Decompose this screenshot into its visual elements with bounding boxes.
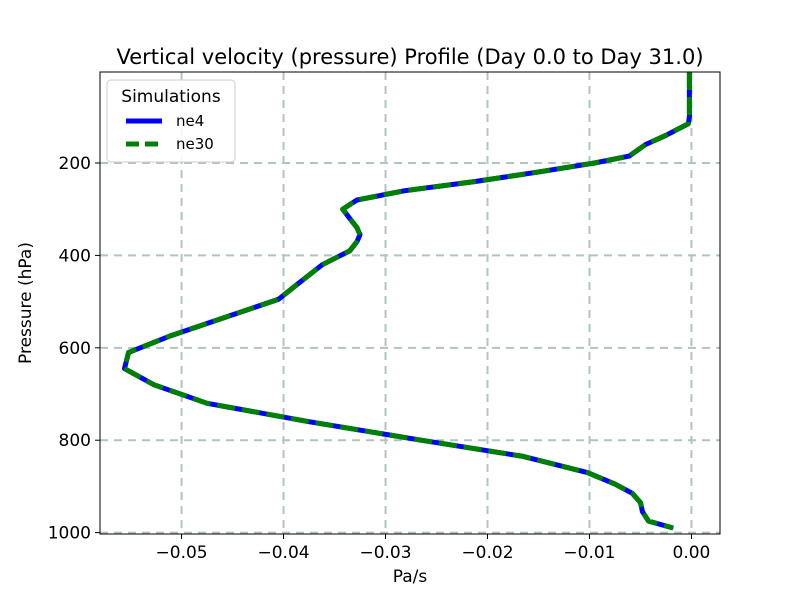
- data-point-ne30: [127, 351, 130, 354]
- data-point-ne30: [586, 471, 589, 474]
- chart-title: Vertical velocity (pressure) Profile (Da…: [116, 45, 703, 69]
- x-tick-label: −0.01: [563, 543, 615, 563]
- legend-label-ne4: ne4: [176, 112, 204, 130]
- data-point-ne30: [522, 455, 524, 457]
- data-point-ne30: [298, 282, 300, 284]
- data-point-ne30: [639, 501, 642, 504]
- data-point-ne30: [356, 199, 358, 201]
- data-point-ne30: [688, 106, 691, 109]
- data-point-ne30: [641, 511, 644, 513]
- x-axis-ticks: −0.05 −0.04 −0.03 −0.02 −0.01 0.00: [156, 534, 711, 563]
- data-point-ne30: [277, 298, 280, 300]
- data-point-ne30: [672, 527, 674, 529]
- grid-lines: [100, 72, 720, 534]
- data-point-ne30: [349, 250, 351, 252]
- x-tick-label: −0.02: [461, 543, 513, 563]
- legend-title: Simulations: [121, 87, 221, 107]
- plot-frame: [99, 71, 721, 535]
- series-line-ne30: [122, 72, 692, 531]
- data-point-ne30: [420, 439, 422, 441]
- data-point-ne30: [688, 97, 691, 99]
- x-tick-label: −0.05: [156, 543, 208, 563]
- series-lines: [122, 71, 692, 531]
- data-point-ne30: [123, 368, 126, 370]
- data-point-ne30: [356, 227, 358, 229]
- data-point-ne30: [688, 79, 691, 81]
- y-axis-ticks: 200 400 600 800 1000: [48, 154, 100, 544]
- x-tick-label: −0.04: [257, 543, 309, 563]
- data-point-ne30: [349, 217, 351, 220]
- data-point-ne30: [628, 155, 630, 157]
- data-point-ne30: [631, 492, 633, 494]
- y-tick-label: 800: [59, 431, 91, 451]
- data-point-ne30: [229, 314, 232, 317]
- data-point-ne30: [687, 123, 689, 125]
- data-point-ne30: [648, 520, 650, 522]
- x-tick-label: 0.00: [673, 543, 711, 563]
- data-point-ne30: [593, 162, 596, 164]
- legend-label-ne30: ne30: [176, 135, 214, 153]
- data-point-ne30: [321, 264, 323, 266]
- legend: Simulations ne4 ne30: [106, 79, 236, 163]
- y-tick-label: 1000: [48, 524, 91, 544]
- data-point-ne30: [688, 116, 691, 118]
- data-point-ne30: [168, 335, 170, 337]
- x-tick-label: −0.03: [359, 543, 411, 563]
- data-point-ne30: [359, 234, 361, 236]
- x-axis-label: Pa/s: [393, 567, 428, 587]
- y-tick-label: 400: [59, 246, 91, 266]
- data-point-ne30: [404, 190, 406, 192]
- data-point-ne30: [342, 208, 344, 210]
- data-point-ne30: [153, 384, 155, 386]
- data-point-ne30: [665, 134, 667, 136]
- data-point-ne30: [614, 483, 616, 485]
- data-point-ne30: [644, 143, 647, 146]
- data-point-ne30: [356, 240, 358, 243]
- data-point-ne30: [535, 171, 538, 173]
- data-point-ne30: [308, 421, 310, 423]
- data-point-ne30: [474, 180, 476, 183]
- y-tick-label: 600: [59, 339, 91, 359]
- y-tick-label: 200: [59, 154, 91, 174]
- data-point-ne30: [206, 402, 208, 404]
- y-axis-label: Pressure (hPa): [16, 242, 36, 364]
- data-point-ne30: [688, 88, 691, 90]
